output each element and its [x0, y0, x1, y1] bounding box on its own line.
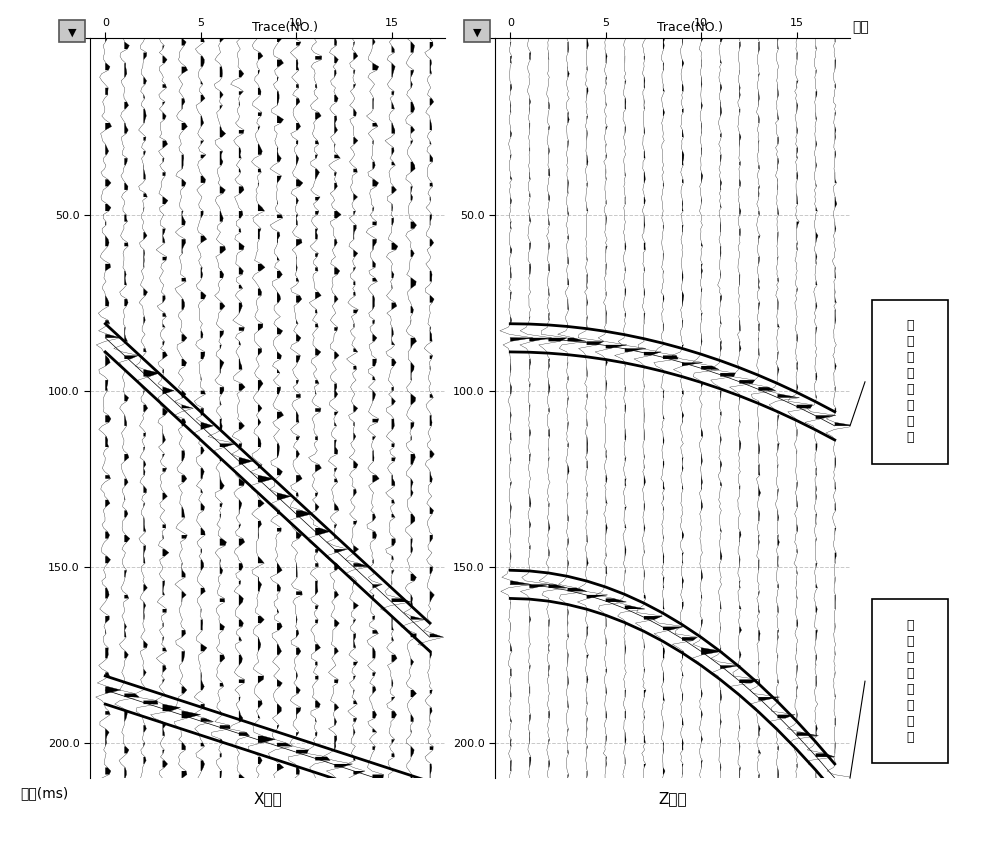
Text: 第
一
个
反
射
同
相
轴: 第 一 个 反 射 同 相 轴 [906, 320, 914, 445]
Text: ▼: ▼ [68, 27, 76, 38]
FancyBboxPatch shape [872, 599, 948, 764]
Text: 道数: 道数 [852, 21, 869, 34]
FancyBboxPatch shape [59, 20, 85, 42]
FancyBboxPatch shape [872, 300, 948, 464]
Text: X分量: X分量 [253, 791, 282, 806]
Text: Trace(NO.): Trace(NO.) [252, 21, 318, 34]
Text: ▼: ▼ [473, 27, 481, 38]
FancyBboxPatch shape [464, 20, 490, 42]
Text: 第
二
个
反
射
同
相
轴: 第 二 个 反 射 同 相 轴 [906, 619, 914, 744]
Text: Z分量: Z分量 [658, 791, 687, 806]
Text: 时间(ms): 时间(ms) [20, 787, 68, 800]
Text: Trace(NO.): Trace(NO.) [657, 21, 723, 34]
